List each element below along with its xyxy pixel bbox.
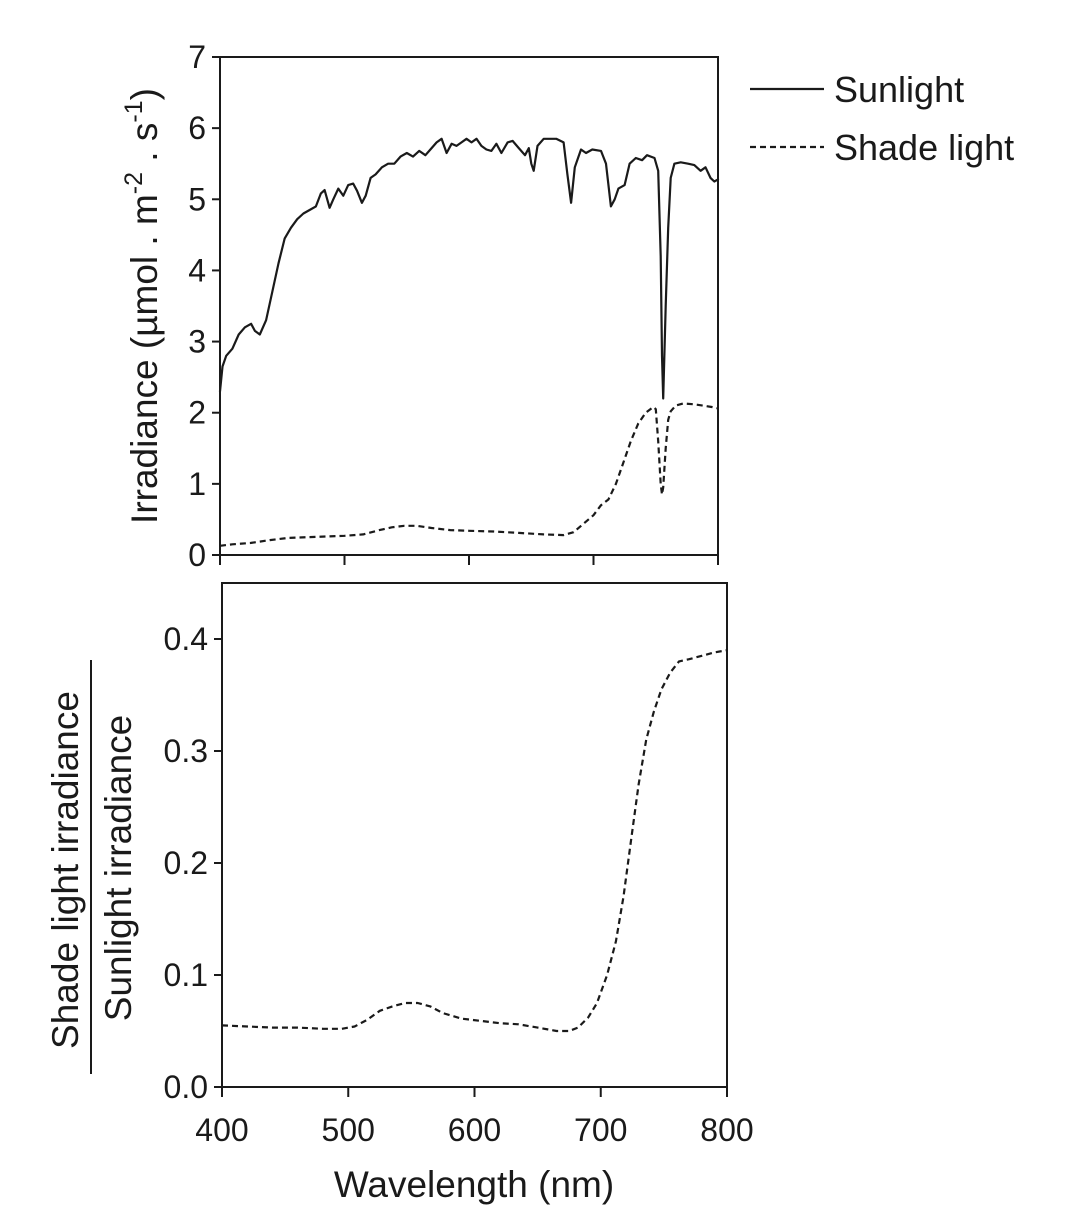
irradiance-panel: 0 1 2 3 4 5 6 7 Irradiance (µmol . m-2 . s-1) S… bbox=[120, 39, 1014, 573]
bottom-y-tick-label: 0.1 bbox=[164, 957, 208, 993]
top-y-tick-label: 3 bbox=[188, 324, 206, 360]
series-line-ratio bbox=[221, 649, 728, 1033]
legend-label-sunlight: Sunlight bbox=[834, 69, 964, 110]
top-y-axis-label: Irradiance (µmol . m-2 . s-1) bbox=[120, 88, 165, 524]
series-line-sunlight bbox=[218, 137, 720, 400]
bottom-x-tick-label: 600 bbox=[448, 1112, 501, 1148]
top-y-tick-label: 1 bbox=[188, 466, 206, 502]
ylabel-denominator: Sunlight irradiance bbox=[98, 715, 139, 1021]
bottom-series-group bbox=[221, 649, 728, 1033]
ylabel-numerator: Shade light irradiance bbox=[45, 691, 86, 1049]
x-axis-label: Wavelength (nm) bbox=[334, 1164, 614, 1205]
bottom-y-ticks: 0.0 0.1 0.2 0.3 0.4 bbox=[164, 621, 222, 1105]
top-y-tick-label: 0 bbox=[188, 537, 206, 573]
bottom-x-tick-label: 800 bbox=[700, 1112, 753, 1148]
top-y-tick-label: 5 bbox=[188, 181, 206, 217]
bottom-plot-frame bbox=[221, 582, 728, 1087]
ratio-panel: 0.0 0.1 0.2 0.3 0.4 400 500 600 700 800 Shade li… bbox=[45, 582, 754, 1205]
bottom-x-tick-label: 500 bbox=[322, 1112, 375, 1148]
top-y-tick-label: 6 bbox=[188, 110, 206, 146]
top-y-tick-label: 7 bbox=[188, 39, 206, 75]
bottom-y-tick-label: 0.0 bbox=[164, 1069, 208, 1105]
bottom-x-tick-label: 400 bbox=[195, 1112, 248, 1148]
top-y-tick-label: 4 bbox=[188, 252, 206, 288]
top-y-tick-label: 2 bbox=[188, 395, 206, 431]
legend-label-shade: Shade light bbox=[834, 127, 1014, 168]
bottom-y-tick-label: 0.2 bbox=[164, 845, 208, 881]
bottom-y-tick-label: 0.3 bbox=[164, 733, 208, 769]
top-series-group bbox=[218, 137, 720, 547]
bottom-x-tick-label: 700 bbox=[574, 1112, 627, 1148]
top-x-ticks bbox=[219, 555, 719, 565]
legend: Sunlight Shade light bbox=[750, 69, 1014, 168]
series-line-shade-light bbox=[219, 402, 719, 547]
bottom-y-tick-label: 0.4 bbox=[164, 621, 208, 657]
top-y-ticks: 0 1 2 3 4 5 6 7 bbox=[188, 39, 220, 573]
top-plot-frame bbox=[219, 56, 719, 555]
bottom-x-ticks: 400 500 600 700 800 bbox=[195, 1087, 754, 1148]
bottom-y-axis-label: Shade light irradiance Sunlight irradian… bbox=[45, 660, 139, 1074]
